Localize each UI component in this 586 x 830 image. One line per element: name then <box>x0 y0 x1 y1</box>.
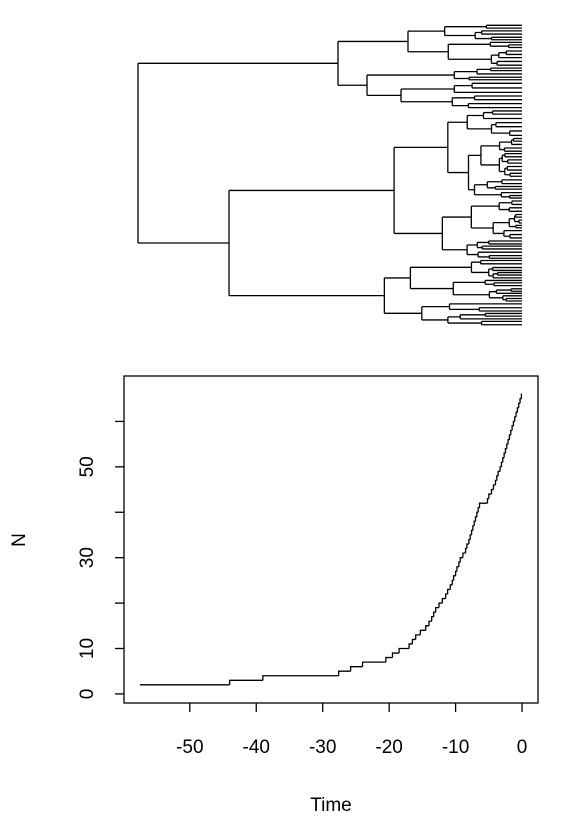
step-segment <box>408 643 413 649</box>
x-tick-label: 0 <box>517 737 528 758</box>
step-segment <box>486 497 489 504</box>
step-segment <box>504 448 507 454</box>
step-segment <box>446 588 451 594</box>
step-segment <box>385 656 393 663</box>
step-segment <box>520 393 523 399</box>
step-segment <box>425 625 430 631</box>
step-segment <box>502 457 505 463</box>
step-segment <box>337 670 351 676</box>
step-segment <box>499 466 502 472</box>
step-segment <box>472 525 475 531</box>
step-segment <box>349 666 363 672</box>
x-tick-label: -50 <box>176 737 203 758</box>
y-tick-label: 50 <box>77 456 98 477</box>
step-segment <box>398 647 410 654</box>
step-segment <box>433 611 436 617</box>
step-segment <box>518 402 521 408</box>
step-segment <box>510 429 513 436</box>
step-segment <box>514 416 517 422</box>
step-segment <box>435 606 439 613</box>
step-segment <box>462 552 466 558</box>
step-segment <box>459 557 463 563</box>
x-tick-label: -40 <box>243 737 270 758</box>
step-segment <box>512 420 515 426</box>
step-segment <box>456 566 459 572</box>
step-segment <box>515 411 518 417</box>
step-segment <box>477 507 480 513</box>
x-tick-label: -10 <box>442 737 469 758</box>
step-segment <box>431 616 434 622</box>
step-segment <box>490 488 494 495</box>
step-segment <box>494 479 497 485</box>
step-segment <box>449 584 453 590</box>
y-axis-label: N <box>9 533 30 547</box>
step-segment <box>438 602 443 608</box>
step-segment <box>452 575 456 581</box>
step-segment <box>468 538 471 545</box>
phylogenetic-tree <box>137 24 522 326</box>
step-segment <box>466 543 469 549</box>
step-segment <box>464 547 467 554</box>
y-tick-label: 30 <box>77 547 98 568</box>
step-segment <box>507 438 510 445</box>
y-tick-label: 10 <box>77 638 98 659</box>
step-segment <box>516 407 519 413</box>
step-segment <box>506 443 509 449</box>
step-segment <box>492 484 496 490</box>
step-segment <box>478 502 488 508</box>
step-segment <box>441 597 446 604</box>
step-segment <box>508 434 511 440</box>
step-segment <box>419 629 426 635</box>
step-segment <box>451 579 454 585</box>
step-segment <box>361 661 386 667</box>
step-segment <box>496 475 499 481</box>
step-segment <box>500 461 503 467</box>
step-segment <box>519 398 522 404</box>
step-segment <box>470 529 473 535</box>
step-segment <box>444 593 448 599</box>
step-segment <box>511 425 514 431</box>
step-segment <box>497 470 501 476</box>
y-tick-label: 0 <box>77 689 98 700</box>
x-axis-label: Time <box>310 795 352 816</box>
step-segment <box>503 452 506 458</box>
step-segment <box>391 652 400 658</box>
step-segment <box>488 493 492 499</box>
step-segment <box>415 634 421 640</box>
x-tick-label: -20 <box>375 737 402 758</box>
step-segment <box>476 511 479 517</box>
step-segment <box>428 620 432 626</box>
step-segment <box>474 516 477 522</box>
step-segment <box>411 638 416 644</box>
step-segment <box>458 561 461 567</box>
step-segment <box>454 570 457 576</box>
step-segment <box>473 520 476 526</box>
x-tick-label: -30 <box>309 737 336 758</box>
plot-frame <box>123 375 539 704</box>
step-segment <box>262 675 339 681</box>
step-segment <box>229 679 263 685</box>
step-segment <box>469 534 472 540</box>
